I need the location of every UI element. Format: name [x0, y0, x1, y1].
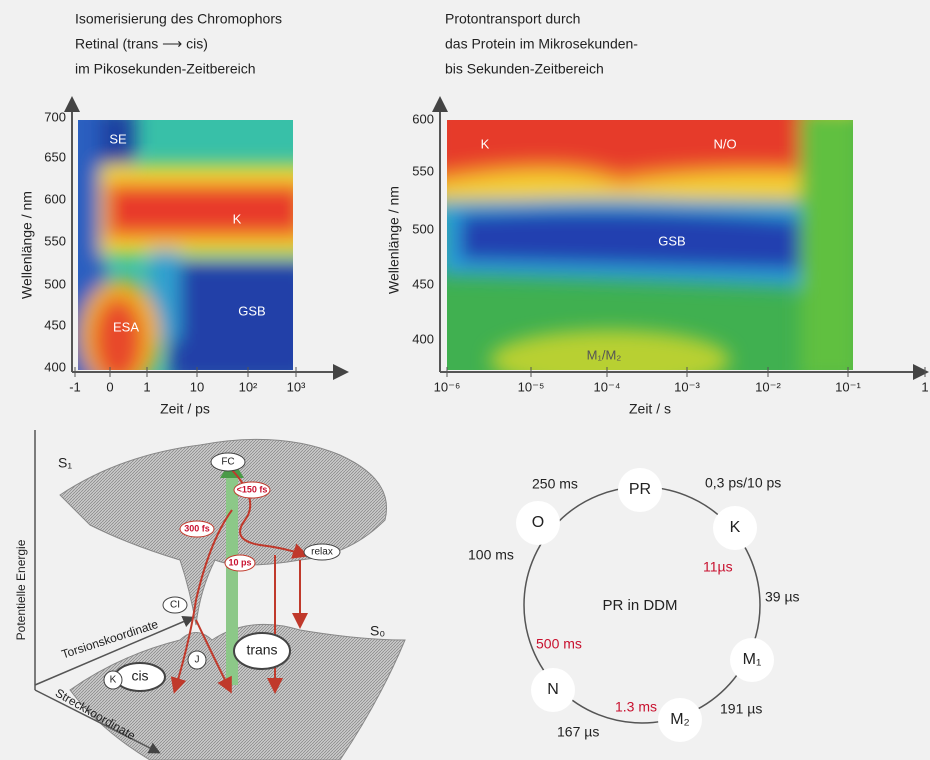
label: 10 ps: [228, 557, 251, 567]
time-label: 39 µs: [765, 589, 800, 605]
x-tick-label: 10: [190, 379, 204, 394]
x-tick-label: 10⁻¹: [835, 379, 861, 394]
label: K: [110, 675, 117, 686]
title-line: Isomerisierung des Chromophors: [75, 11, 282, 27]
y-tick-label: 450: [44, 317, 66, 332]
label: CI: [170, 600, 180, 611]
y-tick-label: 400: [412, 331, 434, 346]
label: trans: [246, 642, 277, 658]
title-line: Retinal (trans ⟶ cis): [75, 36, 208, 52]
panel-a: Isomerisierung des Chromophors Retinal (…: [19, 11, 345, 417]
label: <150 fs: [237, 484, 268, 494]
center-label: PR in DDM: [602, 597, 677, 614]
y-tick-label: 700: [44, 109, 66, 124]
y-tick-label: 550: [44, 233, 66, 248]
state-label: PR: [629, 481, 651, 498]
panel-b: Protontransport durch das Protein im Mik…: [386, 11, 929, 417]
state-label: S₁: [58, 455, 72, 471]
state-label: O: [532, 514, 544, 531]
y-tick-label: 500: [44, 276, 66, 291]
x-tick-label: 1: [143, 379, 150, 394]
figure: Isomerisierung des Chromophors Retinal (…: [0, 0, 930, 760]
label: relax: [311, 547, 333, 558]
x-tick-label: 10⁻⁴: [594, 379, 621, 394]
time-label: 500 ms: [536, 636, 582, 652]
region-label: SE: [109, 131, 127, 146]
y-tick-label: 550: [412, 163, 434, 178]
x-tick-label: 10⁻⁶: [434, 379, 461, 394]
title-line: im Pikosekunden-Zeitbereich: [75, 61, 256, 77]
x-tick-label: 10⁻²: [755, 379, 781, 394]
state-label: M₂: [670, 711, 690, 728]
axis-label: Potentielle Energie: [14, 539, 28, 640]
y-label: Wellenlänge / nm: [19, 191, 35, 299]
region-label: K: [481, 136, 490, 151]
region-label: N/O: [713, 136, 736, 151]
time-label: 250 ms: [532, 476, 578, 492]
region-label: GSB: [238, 303, 265, 318]
y-tick-label: 650: [44, 149, 66, 164]
label: J: [195, 655, 200, 666]
state-label: S₀: [370, 623, 385, 639]
x-label: Zeit / s: [629, 401, 671, 417]
x-tick-label: 1: [921, 379, 928, 394]
label: 300 fs: [184, 523, 210, 533]
region-label: K: [233, 211, 242, 226]
x-tick-label: 10²: [239, 379, 258, 394]
label: FC: [221, 457, 234, 468]
time-label: 191 µs: [720, 701, 762, 717]
x-tick-label: 10⁻⁵: [518, 379, 545, 394]
heatmap: [430, 100, 860, 390]
heatmap: [60, 100, 310, 390]
title-line: Protontransport durch: [445, 11, 580, 27]
x-tick-label: 10⁻³: [674, 379, 700, 394]
label: cis: [131, 668, 148, 684]
state-label: K: [730, 519, 741, 536]
y-tick-label: 600: [44, 191, 66, 206]
time-label: 167 µs: [557, 724, 599, 740]
state-label: M₁: [743, 651, 762, 668]
y-tick-label: 500: [412, 221, 434, 236]
x-tick-label: -1: [69, 379, 81, 394]
region-label: ESA: [113, 319, 139, 334]
region-label: M₁/M₂: [587, 347, 622, 362]
title-line: das Protein im Mikrosekunden-: [445, 36, 638, 52]
y-label: Wellenlänge / nm: [386, 186, 402, 294]
panel-c: S₁ S₀ Potentielle Energie Torsionskoordi…: [14, 430, 405, 760]
region-label: GSB: [658, 233, 685, 248]
x-label: Zeit / ps: [160, 401, 210, 417]
title-line: bis Sekunden-Zeitbereich: [445, 61, 604, 77]
x-tick-label: 0: [106, 379, 113, 394]
time-label: 1.3 ms: [615, 699, 657, 715]
panel-d: PR K M₁ M₂ N O PR in DDM 0,3 ps/10 ps 11µs 39…: [468, 468, 800, 742]
y-tick-label: 600: [412, 111, 434, 126]
state-label: N: [547, 681, 559, 698]
y-tick-label: 400: [44, 359, 66, 374]
y-tick-label: 450: [412, 276, 434, 291]
time-label: 0,3 ps/10 ps: [705, 475, 781, 491]
time-label: 100 ms: [468, 547, 514, 563]
x-tick-label: 10³: [287, 379, 306, 394]
time-label: 11µs: [703, 559, 733, 575]
